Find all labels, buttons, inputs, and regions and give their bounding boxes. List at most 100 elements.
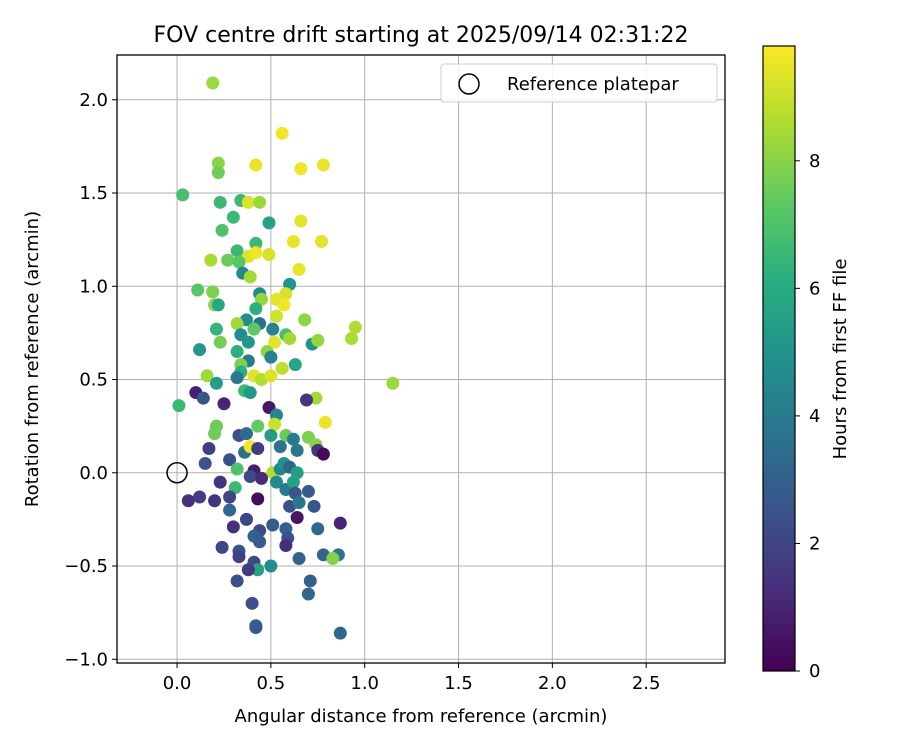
data-point <box>279 539 293 553</box>
data-point <box>249 236 263 250</box>
data-point <box>254 471 268 485</box>
data-point <box>241 563 255 577</box>
data-point <box>268 335 282 349</box>
colorbar-tick-label: 6 <box>809 278 820 299</box>
data-point <box>208 427 222 441</box>
data-point <box>283 331 297 345</box>
data-point <box>316 158 330 172</box>
data-point <box>249 246 263 260</box>
data-point <box>273 440 287 454</box>
data-point <box>303 574 317 588</box>
data-point <box>264 428 278 442</box>
data-point <box>290 443 304 457</box>
data-point <box>211 298 225 312</box>
data-point <box>294 162 308 176</box>
data-point <box>333 626 347 640</box>
colorbar-gradient <box>762 45 796 672</box>
y-axis-label: Rotation from reference (arcmin) <box>22 211 43 507</box>
data-point <box>288 358 302 372</box>
x-tick-label: 2.5 <box>632 673 661 694</box>
data-point <box>290 511 304 525</box>
data-point <box>200 369 214 383</box>
data-point <box>243 386 257 400</box>
data-point <box>286 432 300 446</box>
data-point <box>239 512 253 526</box>
data-point <box>223 490 237 504</box>
data-point <box>345 331 359 345</box>
data-point <box>266 518 280 532</box>
data-point <box>348 320 362 334</box>
data-point <box>230 244 244 258</box>
data-point <box>251 442 265 456</box>
data-point <box>196 391 210 405</box>
data-point <box>266 322 280 336</box>
data-point <box>215 540 229 554</box>
data-point <box>262 248 276 262</box>
data-point <box>270 475 284 489</box>
data-point <box>226 520 240 534</box>
plot-frame <box>116 54 726 664</box>
data-point <box>245 596 259 610</box>
data-point <box>243 469 257 483</box>
data-point <box>223 503 237 517</box>
data-point <box>193 490 207 504</box>
legend-marker-icon <box>458 73 480 95</box>
grid <box>117 55 725 663</box>
colorbar-tick-label: 8 <box>809 151 820 172</box>
data-point <box>311 333 325 347</box>
data-point <box>230 462 244 476</box>
data-point <box>232 255 246 269</box>
data-point <box>264 350 278 364</box>
x-tick-label: 2.0 <box>538 673 567 694</box>
data-point <box>294 214 308 228</box>
data-point <box>198 456 212 470</box>
data-point <box>172 399 186 413</box>
data-point <box>226 210 240 224</box>
data-point <box>249 158 263 172</box>
data-point <box>315 235 329 249</box>
y-tick-label: 1.0 <box>79 276 108 297</box>
data-point <box>249 302 263 316</box>
data-points <box>172 76 400 640</box>
data-point <box>213 475 227 489</box>
data-point <box>301 587 315 601</box>
data-point <box>307 499 321 513</box>
y-tick-label: 2.0 <box>79 90 108 111</box>
data-point <box>264 369 278 383</box>
data-point <box>326 552 340 566</box>
data-point <box>208 494 222 508</box>
data-point <box>230 371 244 385</box>
legend-label: Reference platepar <box>507 74 679 95</box>
data-point <box>181 494 195 508</box>
data-point <box>209 322 223 336</box>
x-tick-label: 0.0 <box>163 673 192 694</box>
data-point <box>223 453 237 467</box>
data-point <box>251 419 265 433</box>
data-point <box>243 270 257 284</box>
data-point <box>247 322 261 336</box>
colorbar-tick-label: 4 <box>809 406 820 427</box>
data-point <box>206 76 220 90</box>
legend-box <box>440 63 718 103</box>
data-point <box>298 313 312 327</box>
y-axis: −1.0 −0.5 0.0 0.5 1.0 1.5 2.0 <box>64 90 117 670</box>
data-point <box>292 552 306 566</box>
data-point <box>251 563 265 577</box>
data-point <box>202 442 216 456</box>
data-point <box>215 223 229 237</box>
data-point <box>311 522 325 536</box>
colorbar-tick-label: 0 <box>809 661 820 682</box>
data-point <box>232 550 246 564</box>
y-tick-label: −0.5 <box>64 556 108 577</box>
data-point <box>211 156 225 170</box>
data-point <box>253 195 267 209</box>
data-point <box>268 417 282 431</box>
x-tick-label: 1.0 <box>350 673 379 694</box>
data-point <box>230 345 244 359</box>
data-point <box>301 484 315 498</box>
data-point <box>217 397 231 411</box>
data-point <box>221 253 235 267</box>
data-point <box>286 475 300 489</box>
data-point <box>316 447 330 461</box>
